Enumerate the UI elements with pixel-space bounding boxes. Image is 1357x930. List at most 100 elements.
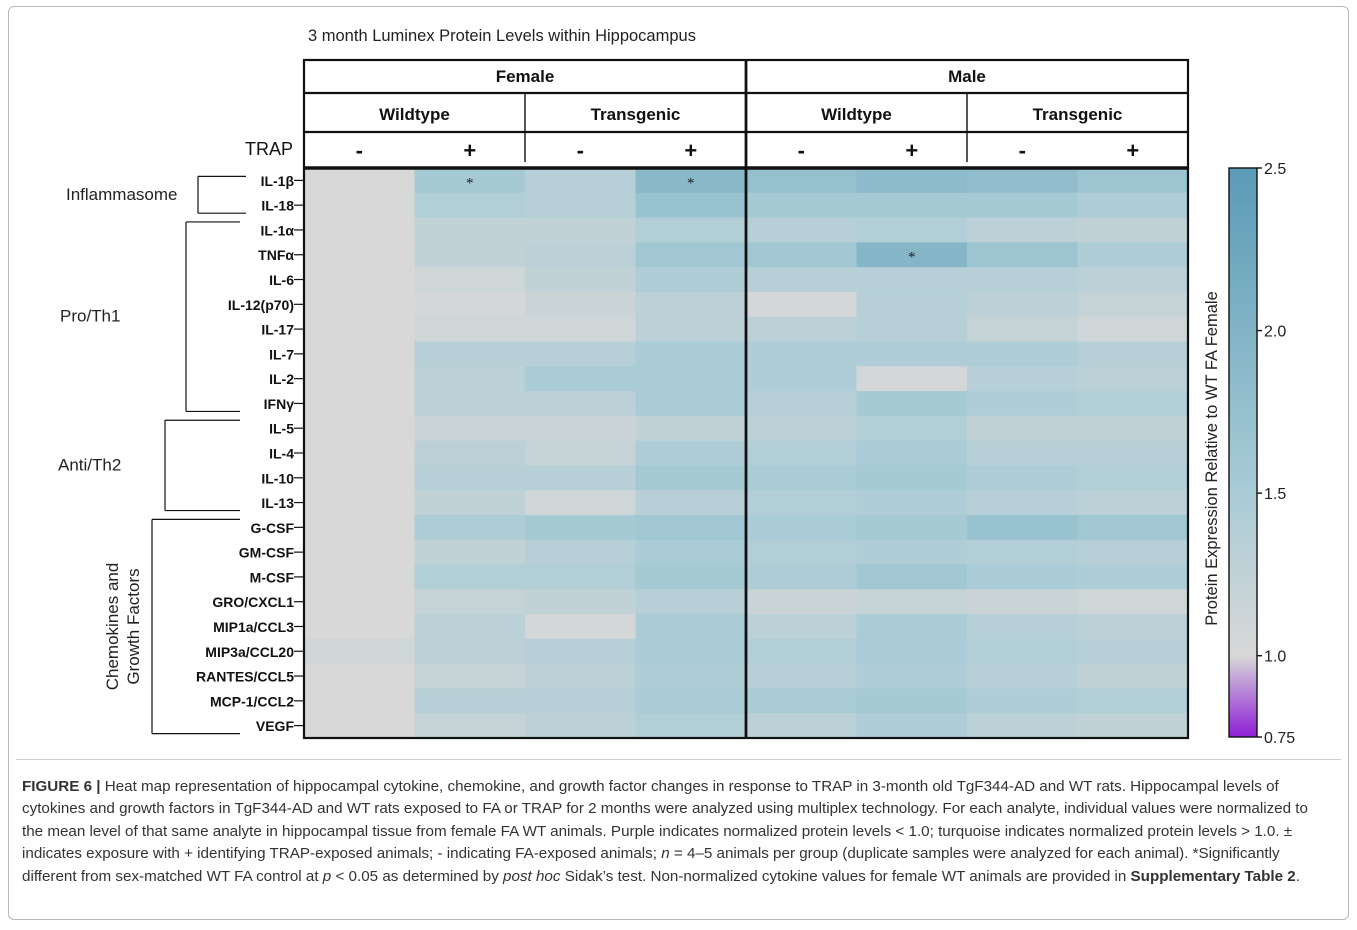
heatmap-cell: [856, 490, 968, 516]
heatmap-cell: [856, 465, 968, 491]
genotype-label: Transgenic: [591, 105, 681, 124]
heatmap-cell: [746, 366, 857, 392]
heatmap-cell: [414, 713, 526, 739]
heatmap-cell: [304, 589, 415, 615]
heatmap-cell: [967, 168, 1078, 194]
trap-sign: -: [798, 138, 805, 163]
heatmap-cell: [746, 316, 857, 342]
heatmap-cell: [525, 415, 636, 442]
trap-sign: +: [684, 138, 697, 163]
heatmap-cell: [414, 663, 526, 689]
heatmap-cell: [1077, 465, 1189, 491]
row-label: MIP3a/CCL20: [205, 644, 294, 660]
heatmap-cell: [414, 415, 526, 442]
heatmap-cell: [967, 366, 1078, 392]
heatmap-cell: [1077, 440, 1189, 466]
heatmap-cell: [746, 713, 857, 739]
heatmap-cell: [967, 465, 1078, 491]
heatmap-cell: [746, 242, 857, 268]
heatmap-cell: [414, 514, 526, 541]
heatmap-cell: [635, 291, 747, 318]
heatmap-cell: [635, 514, 747, 541]
heatmap-cell: [746, 341, 857, 367]
heatmap-cell: [414, 688, 526, 714]
heatmap-cell: [746, 539, 857, 566]
trap-sign: +: [1126, 138, 1139, 163]
row-label: IFNγ: [264, 396, 295, 412]
heatmap-cell: [635, 539, 747, 566]
significance-marker: *: [466, 175, 474, 191]
heatmap-cell: [635, 614, 747, 640]
heatmap-cell: [304, 267, 415, 293]
heatmap-cell: [525, 514, 636, 541]
heatmap-cell: [967, 341, 1078, 367]
heatmap-cell: [304, 391, 415, 417]
heatmap-cell: [525, 539, 636, 566]
heatmap-cell: [414, 465, 526, 491]
heatmap-cell: [856, 168, 968, 194]
row-label: MCP-1/CCL2: [210, 693, 294, 709]
heatmap-cell: [635, 440, 747, 466]
trap-sign: -: [356, 138, 363, 163]
heatmap-cell: [856, 589, 968, 615]
heatmap-cell: [856, 291, 968, 318]
heatmap-cell: [525, 316, 636, 342]
caption-text-3: < 0.05 as determined by: [331, 867, 504, 885]
colorbar-tick-label: 2.5: [1264, 161, 1286, 178]
caption-divider: [16, 759, 1341, 760]
row-label: IL-1β: [261, 173, 295, 189]
heatmap-cell: [525, 564, 636, 590]
heatmap-cell: [1077, 688, 1189, 714]
heatmap-chart: 3 month Luminex Protein Levels within Hi…: [58, 27, 1295, 747]
heatmap-cell: [635, 242, 747, 268]
heatmap-cell: [1077, 291, 1189, 318]
heatmap-cell: [746, 440, 857, 466]
row-label: IL-5: [269, 421, 294, 437]
row-label: IL-2: [269, 371, 294, 387]
heatmap-cell: [525, 663, 636, 689]
heatmap-cell: [1077, 638, 1189, 665]
heatmap-cell: [304, 217, 415, 243]
heatmap-cell: [967, 614, 1078, 640]
figure-caption: FIGURE 6 | Heat map representation of hi…: [22, 776, 1332, 888]
heatmap-cell: [635, 564, 747, 590]
heatmap-cell: [304, 490, 415, 516]
heatmap-cell: [635, 663, 747, 689]
heatmap-cell: [967, 242, 1078, 268]
heatmap-cell: [304, 415, 415, 442]
genotype-label: Wildtype: [379, 105, 450, 124]
heatmap-cell: [414, 564, 526, 590]
heatmap-cell: [414, 291, 526, 318]
row-label: VEGF: [256, 718, 295, 734]
significance-marker: *: [687, 175, 695, 191]
caption-n: n: [661, 845, 670, 863]
heatmap-cell: [746, 564, 857, 590]
heatmap-cell: [635, 391, 747, 417]
heatmap-cell: [967, 490, 1078, 516]
row-label: IL-6: [269, 272, 294, 288]
heatmap-cell: [856, 415, 968, 442]
row-label: IL-18: [261, 198, 294, 214]
heatmap-cell: [525, 614, 636, 640]
heatmap-cell: [967, 638, 1078, 665]
sex-label: Female: [496, 67, 555, 86]
group-label: Inflammasome: [66, 185, 177, 204]
heatmap-cell: [525, 440, 636, 466]
heatmap-cell: [967, 440, 1078, 466]
row-label: RANTES/CCL5: [196, 669, 294, 685]
trap-sign: +: [463, 138, 476, 163]
heatmap-cell: [304, 440, 415, 466]
row-label: GRO/CXCL1: [212, 594, 294, 610]
heatmap-cell: [1077, 316, 1189, 342]
heatmap-cell: [746, 589, 857, 615]
heatmap-cell: [525, 217, 636, 243]
heatmap-cell: [1077, 415, 1189, 442]
heatmap-cell: [967, 663, 1078, 689]
heatmap-cell: [746, 391, 857, 417]
heatmap-cell: [856, 564, 968, 590]
heatmap-cell: [856, 514, 968, 541]
heatmap-cell: [414, 391, 526, 417]
heatmap-cell: [635, 638, 747, 665]
heatmap-cell: [746, 291, 857, 318]
heatmap-cell: [856, 663, 968, 689]
